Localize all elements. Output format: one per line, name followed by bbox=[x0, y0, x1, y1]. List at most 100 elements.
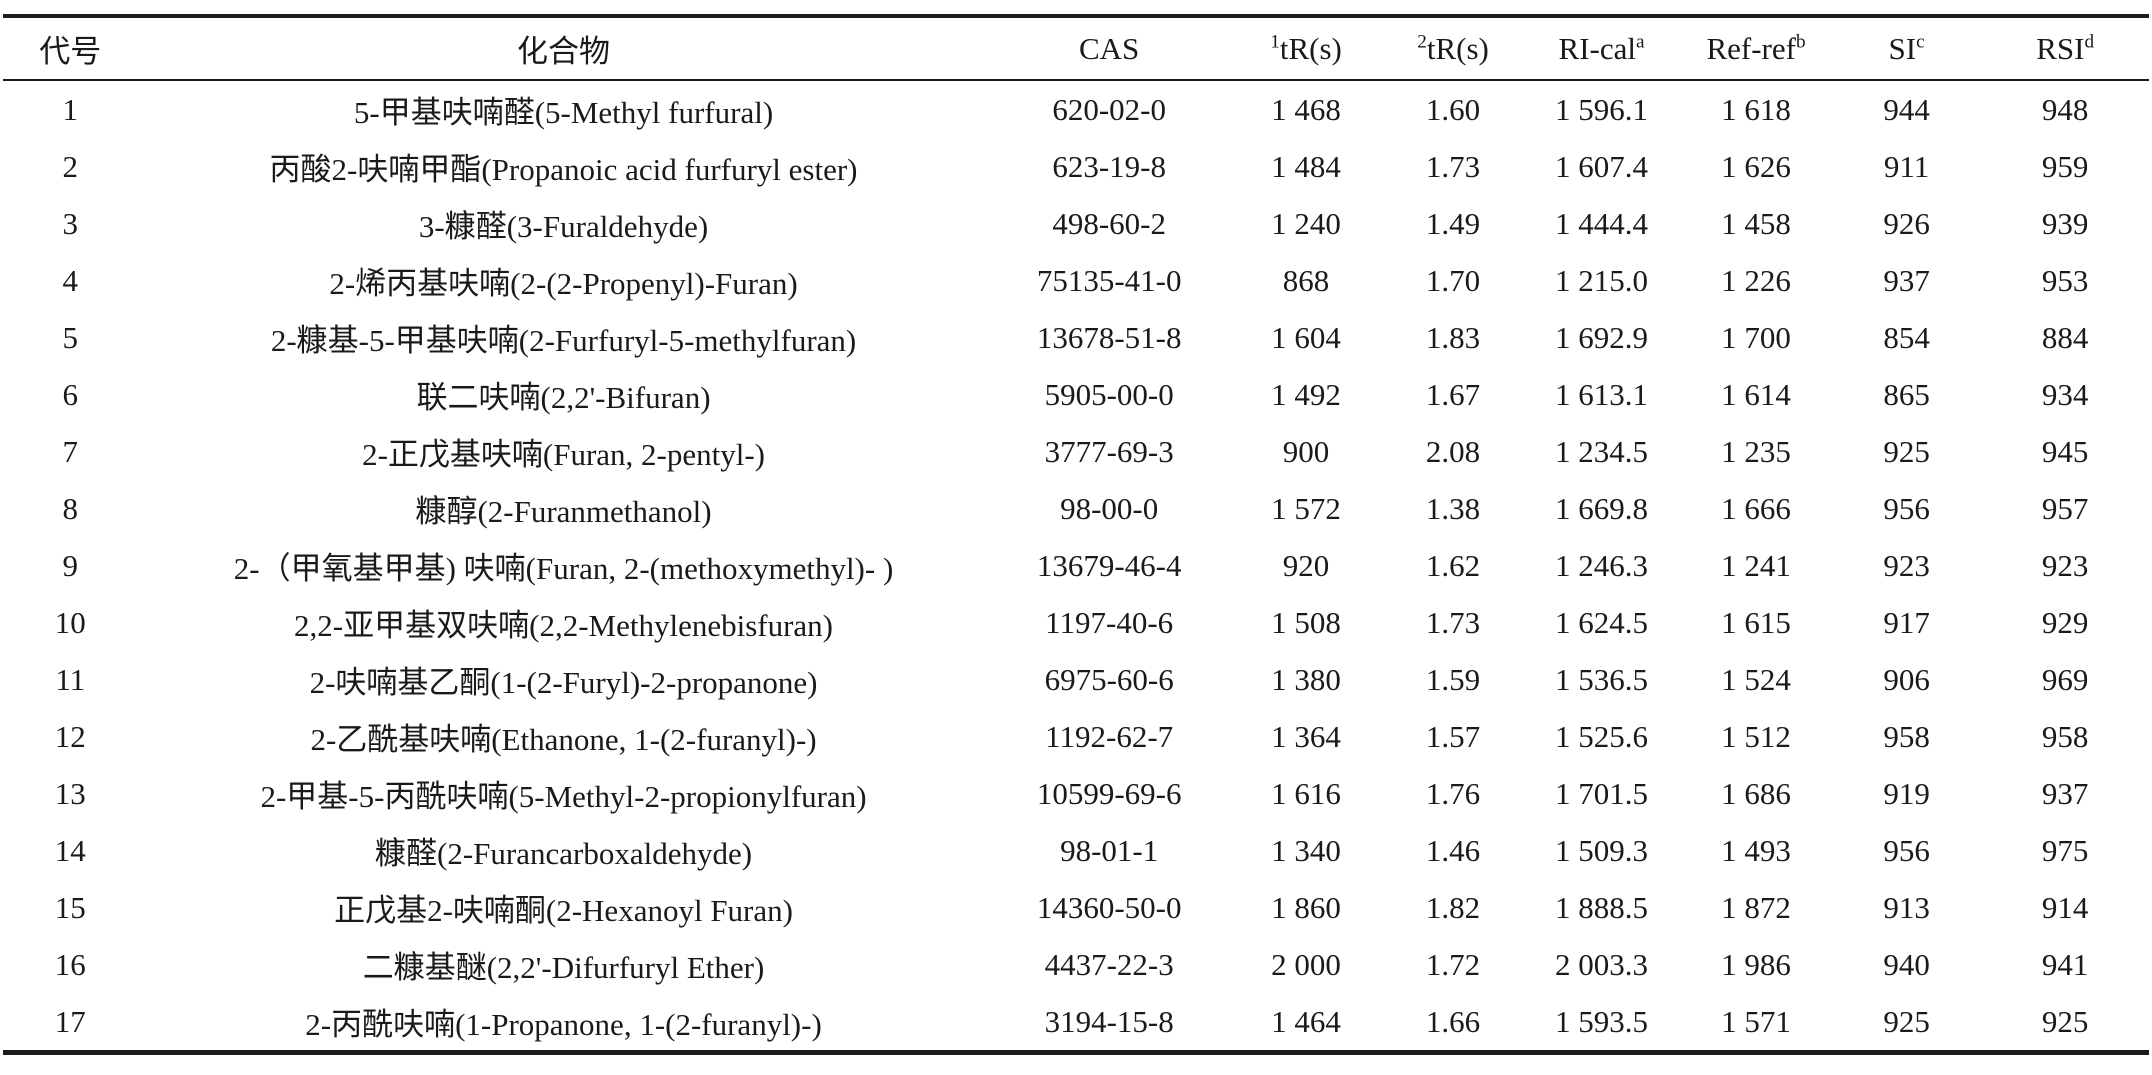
cell-rsi: 939 bbox=[2041, 205, 2089, 241]
header-row: 代号 化合物 CAS 1tR(s) 2tR(s) RI-cala Ref-ref… bbox=[3, 16, 2149, 81]
cell-ri_cal: 1 509.3 bbox=[1555, 832, 1649, 868]
cell-compound: 2-烯丙基呋喃(2-(2-Propenyl)-Furan) bbox=[329, 266, 798, 301]
table-row: 12 2-乙酰基呋喃(Ethanone, 1-(2-furanyl)-) 1192-… bbox=[3, 708, 2149, 765]
cell-tr2: 1.46 bbox=[1425, 832, 1481, 868]
cell-tr1: 1 340 bbox=[1271, 832, 1341, 868]
cell-cas: 623-19-8 bbox=[1052, 148, 1166, 184]
cell-tr1: 1 604 bbox=[1271, 319, 1341, 355]
cell-rsi: 945 bbox=[2041, 433, 2089, 469]
cell-tr2: 1.49 bbox=[1425, 205, 1481, 241]
cell-ri_cal: 1 215.0 bbox=[1555, 262, 1649, 298]
cell-id: 2 bbox=[62, 148, 79, 184]
cell-cas: 13679-46-4 bbox=[1036, 547, 1182, 583]
cell-ri_cal: 1 607.4 bbox=[1555, 148, 1649, 184]
cell-id: 12 bbox=[54, 718, 86, 754]
cell-cas: 620-02-0 bbox=[1052, 91, 1166, 127]
cell-rsi: 937 bbox=[2041, 775, 2089, 811]
cell-si: 854 bbox=[1883, 319, 1930, 355]
cell-ref_ref: 1 458 bbox=[1721, 205, 1791, 241]
cell-compound: 2-乙酰基呋喃(Ethanone, 1-(2-furanyl)-) bbox=[310, 722, 817, 757]
cell-tr2: 1.73 bbox=[1425, 148, 1481, 184]
cell-ref_ref: 1 666 bbox=[1721, 490, 1791, 526]
cell-tr2: 1.62 bbox=[1425, 547, 1481, 583]
cell-tr1: 900 bbox=[1282, 433, 1330, 469]
cell-si: 956 bbox=[1883, 832, 1930, 868]
cell-compound: 2,2-亚甲基双呋喃(2,2-Methylenebisfuran) bbox=[294, 608, 833, 643]
cell-id: 11 bbox=[55, 661, 86, 697]
cell-si: 925 bbox=[1883, 1003, 1930, 1039]
table-row: 17 2-丙酰呋喃(1-Propanone, 1-(2-furanyl)-) 319… bbox=[3, 993, 2149, 1053]
table-row: 14 糠醛(2-Furancarboxaldehyde) 98-01-1 1 340 1… bbox=[3, 822, 2149, 879]
column-header-ref-ref: Ref-refb bbox=[1680, 16, 1832, 81]
cell-tr1: 1 484 bbox=[1271, 148, 1341, 184]
table-row: 3 3-糠醛(3-Furaldehyde) 498-60-2 1 240 1.49 1 4… bbox=[3, 195, 2149, 252]
cell-ri_cal: 1 536.5 bbox=[1555, 661, 1649, 697]
cell-compound: 糠醛(2-Furancarboxaldehyde) bbox=[375, 836, 753, 871]
cell-rsi: 957 bbox=[2041, 490, 2089, 526]
cell-cas: 1192-62-7 bbox=[1045, 718, 1174, 754]
cell-tr1: 920 bbox=[1282, 547, 1330, 583]
table-row: 2 丙酸2-呋喃甲酯(Propanoic acid furfuryl ester)… bbox=[3, 138, 2149, 195]
cell-compound: 2-丙酰呋喃(1-Propanone, 1-(2-furanyl)-) bbox=[305, 1007, 822, 1042]
cell-tr1: 868 bbox=[1282, 262, 1330, 298]
cell-si: 925 bbox=[1883, 433, 1930, 469]
column-header-tr1: 1tR(s) bbox=[1228, 16, 1384, 81]
cell-cas: 98-00-0 bbox=[1060, 490, 1159, 526]
cell-tr1: 1 572 bbox=[1271, 490, 1341, 526]
cell-si: 917 bbox=[1883, 604, 1930, 640]
table-row: 6 联二呋喃(2,2'-Bifuran) 5905-00-0 1 492 1.67 1 6… bbox=[3, 366, 2149, 423]
header-superscript-pre: 2 bbox=[1417, 31, 1427, 53]
cell-compound: 2-呋喃基乙酮(1-(2-Furyl)-2-propanone) bbox=[309, 665, 818, 700]
cell-tr1: 1 380 bbox=[1271, 661, 1341, 697]
cell-ref_ref: 1 872 bbox=[1721, 889, 1791, 925]
cell-rsi: 975 bbox=[2041, 832, 2089, 868]
cell-cas: 13678-51-8 bbox=[1036, 319, 1182, 355]
cell-ref_ref: 1 226 bbox=[1721, 262, 1791, 298]
cell-ri_cal: 1 701.5 bbox=[1555, 775, 1649, 811]
column-label: tR(s) bbox=[1426, 30, 1489, 66]
cell-cas: 3194-15-8 bbox=[1044, 1003, 1174, 1039]
cell-tr2: 1.66 bbox=[1425, 1003, 1481, 1039]
cell-ref_ref: 1 700 bbox=[1721, 319, 1791, 355]
cell-id: 1 bbox=[62, 91, 79, 127]
cell-si: 865 bbox=[1883, 376, 1930, 412]
cell-tr1: 1 860 bbox=[1271, 889, 1341, 925]
column-label: 化合物 bbox=[517, 34, 611, 69]
cell-tr2: 1.72 bbox=[1425, 946, 1481, 982]
cell-id: 9 bbox=[62, 547, 79, 583]
column-label: SI bbox=[1888, 30, 1917, 66]
header-superscript: a bbox=[1635, 31, 1645, 53]
table-row: 10 2,2-亚甲基双呋喃(2,2-Methylenebisfuran) 1197-… bbox=[3, 594, 2149, 651]
cell-ref_ref: 1 235 bbox=[1721, 433, 1791, 469]
column-header-si: SIc bbox=[1831, 16, 1982, 81]
cell-rsi: 925 bbox=[2041, 1003, 2089, 1039]
table-row: 5 2-糠基-5-甲基呋喃(2-Furfuryl-5-methylfuran) 13… bbox=[3, 309, 2149, 366]
column-header-tr2: 2tR(s) bbox=[1383, 16, 1523, 81]
cell-ref_ref: 1 512 bbox=[1721, 718, 1791, 754]
cell-cas: 498-60-2 bbox=[1052, 205, 1166, 241]
cell-tr2: 1.57 bbox=[1425, 718, 1481, 754]
column-label: Ref-ref bbox=[1706, 30, 1796, 66]
cell-tr1: 1 464 bbox=[1271, 1003, 1341, 1039]
cell-si: 926 bbox=[1883, 205, 1930, 241]
cell-compound: 2-正戊基呋喃(Furan, 2-pentyl-) bbox=[362, 437, 765, 472]
cell-ri_cal: 2 003.3 bbox=[1555, 946, 1649, 982]
cell-compound: 2-甲基-5-丙酰呋喃(5-Methyl-2-propionylfuran) bbox=[260, 779, 867, 814]
cell-rsi: 969 bbox=[2041, 661, 2089, 697]
cell-tr2: 1.38 bbox=[1425, 490, 1481, 526]
table-row: 15 正戊基2-呋喃酮(2-Hexanoyl Furan) 14360-50-0 1 … bbox=[3, 879, 2149, 936]
cell-ri_cal: 1 669.8 bbox=[1555, 490, 1649, 526]
cell-cas: 1197-40-6 bbox=[1045, 604, 1174, 640]
cell-cas: 14360-50-0 bbox=[1036, 889, 1182, 925]
cell-tr2: 1.73 bbox=[1425, 604, 1481, 640]
column-header-id: 代号 bbox=[3, 16, 138, 81]
cell-rsi: 953 bbox=[2041, 262, 2089, 298]
cell-rsi: 884 bbox=[2041, 319, 2089, 355]
cell-cas: 75135-41-0 bbox=[1036, 262, 1182, 298]
cell-tr1: 1 240 bbox=[1271, 205, 1341, 241]
cell-ri_cal: 1 888.5 bbox=[1555, 889, 1649, 925]
cell-ri_cal: 1 624.5 bbox=[1555, 604, 1649, 640]
cell-tr1: 1 492 bbox=[1271, 376, 1341, 412]
table-row: 1 5-甲基呋喃醛(5-Methyl furfural) 620-02-0 1 468… bbox=[3, 80, 2149, 138]
